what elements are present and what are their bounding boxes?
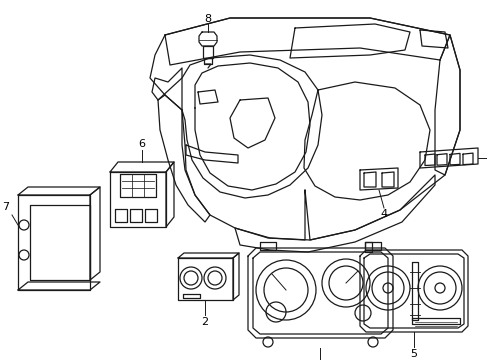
Text: 4: 4 — [380, 209, 387, 219]
Text: 5: 5 — [409, 349, 417, 359]
Text: 7: 7 — [2, 202, 10, 212]
Text: 2: 2 — [201, 317, 208, 327]
Text: 6: 6 — [138, 139, 145, 149]
Text: 8: 8 — [204, 14, 211, 24]
